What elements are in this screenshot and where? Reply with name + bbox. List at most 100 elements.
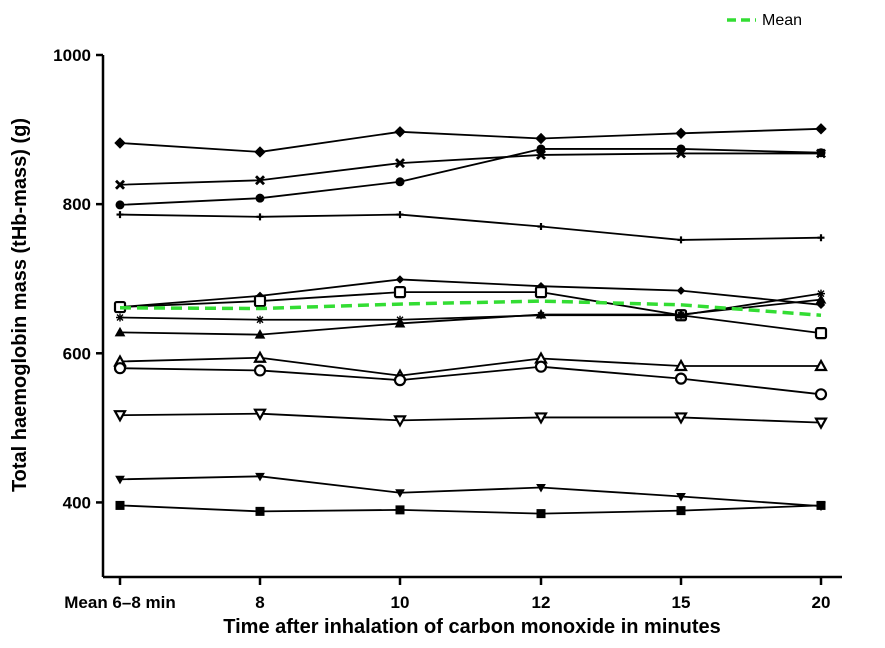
data-point xyxy=(534,412,548,425)
data-point xyxy=(535,308,547,319)
series-11 xyxy=(113,408,828,430)
data-point xyxy=(534,360,548,373)
data-point xyxy=(675,308,687,319)
data-point xyxy=(253,350,267,363)
data-point xyxy=(393,374,407,387)
series-line xyxy=(119,278,822,308)
legend-mean-label: Mean xyxy=(762,12,802,29)
data-point xyxy=(395,177,405,187)
ticks-layer: 400 600 800 1000 Mean 6–8 min 8 10 12 15 20 xyxy=(53,46,830,612)
data-point xyxy=(395,489,405,498)
y-axis-title: Total haemoglobin mass (tHb-mass) (g) xyxy=(9,118,31,492)
series-3 xyxy=(115,144,826,210)
y-tick-label: 600 xyxy=(63,344,91,363)
y-tick-label: 1000 xyxy=(53,46,91,65)
data-point xyxy=(114,137,126,149)
data-point xyxy=(254,146,266,158)
series-line xyxy=(119,504,822,515)
data-point xyxy=(115,500,125,510)
data-point xyxy=(814,358,828,372)
x-tick-label: 8 xyxy=(255,593,264,612)
series-line xyxy=(119,152,821,186)
data-point xyxy=(393,415,407,428)
data-point xyxy=(116,313,124,322)
data-point xyxy=(254,329,266,339)
data-point xyxy=(537,223,545,231)
data-point xyxy=(817,234,825,242)
data-point xyxy=(816,148,826,158)
data-point xyxy=(253,294,267,308)
data-point xyxy=(395,158,405,169)
data-point xyxy=(253,408,267,421)
mean-layer xyxy=(119,299,822,317)
x-tick-label: 15 xyxy=(672,593,691,612)
data-point xyxy=(675,127,687,140)
data-point xyxy=(676,144,686,154)
y-tick-label: 400 xyxy=(63,493,91,512)
data-point xyxy=(677,236,685,244)
data-point xyxy=(255,193,265,203)
series-12 xyxy=(115,472,826,512)
series-line xyxy=(119,356,821,377)
y-tick-label: 800 xyxy=(63,195,91,214)
data-point xyxy=(396,211,404,219)
data-point xyxy=(676,286,686,295)
series-layer xyxy=(113,123,828,519)
series-1 xyxy=(114,123,827,158)
data-point xyxy=(114,326,126,337)
data-point xyxy=(535,132,547,145)
data-point xyxy=(676,506,686,516)
data-point xyxy=(115,475,125,485)
data-point xyxy=(817,289,825,298)
data-point xyxy=(816,500,826,510)
data-point xyxy=(674,358,688,372)
data-point xyxy=(256,315,264,324)
data-point xyxy=(394,317,406,328)
series-10 xyxy=(113,360,828,401)
series-line xyxy=(119,365,822,396)
data-point xyxy=(113,362,127,375)
legend: Mean xyxy=(727,12,802,29)
data-point xyxy=(394,126,406,138)
data-point xyxy=(674,372,688,385)
series-line xyxy=(119,475,822,508)
series-line xyxy=(119,213,822,241)
data-point xyxy=(814,327,828,340)
data-point xyxy=(814,417,828,430)
series-9 xyxy=(113,350,828,381)
series-5 xyxy=(115,275,826,312)
x-axis-title: Time after inhalation of carbon monoxide… xyxy=(223,616,720,638)
series-line xyxy=(119,291,822,335)
series-line xyxy=(119,412,822,424)
axes-layer xyxy=(101,55,842,579)
series-line xyxy=(119,298,822,336)
data-point xyxy=(534,286,548,299)
series-line xyxy=(119,127,822,153)
x-tick-label: 20 xyxy=(812,593,831,612)
data-point xyxy=(815,123,827,135)
data-point xyxy=(255,472,265,482)
data-point xyxy=(115,200,125,210)
series-2 xyxy=(115,148,826,190)
data-point xyxy=(676,492,686,502)
data-point xyxy=(395,505,405,515)
data-point xyxy=(814,388,828,401)
data-point xyxy=(256,213,264,221)
x-tick-label: 10 xyxy=(391,593,410,612)
x-tick-label: 12 xyxy=(532,593,551,612)
data-point xyxy=(536,484,546,493)
data-point xyxy=(255,506,265,516)
data-point xyxy=(815,294,827,304)
data-point xyxy=(113,410,127,423)
mean-line xyxy=(119,299,822,317)
series-13 xyxy=(115,500,826,519)
data-point xyxy=(116,211,124,219)
data-point xyxy=(536,144,546,154)
x-tick-label: Mean 6–8 min xyxy=(64,593,176,612)
series-8 xyxy=(114,294,827,339)
data-point xyxy=(674,412,688,425)
data-point xyxy=(393,286,407,299)
series-4 xyxy=(116,211,825,244)
series-line xyxy=(119,148,822,206)
